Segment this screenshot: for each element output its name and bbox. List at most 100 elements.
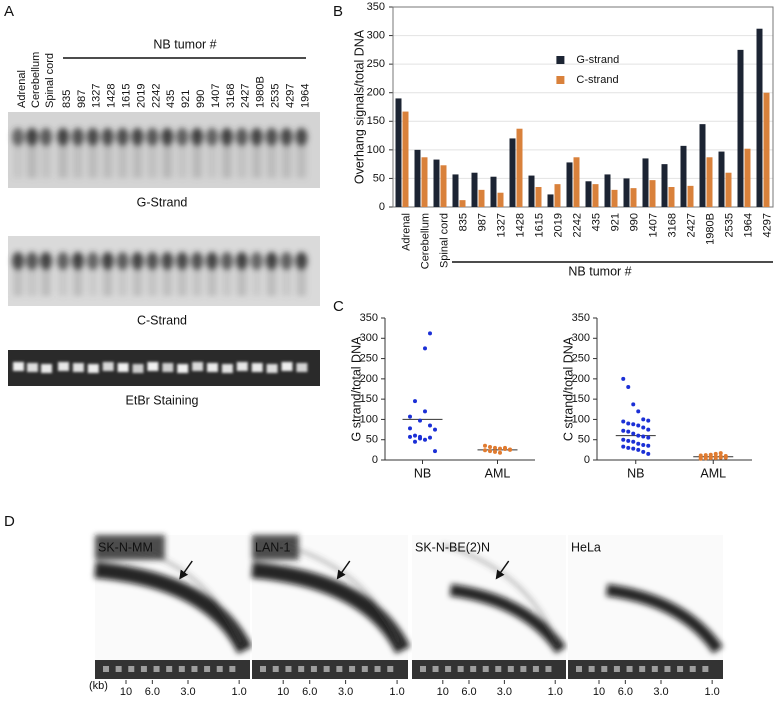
x-tick-label: AML bbox=[485, 466, 511, 480]
kb-label: 6.0 bbox=[618, 686, 633, 698]
point bbox=[493, 449, 497, 454]
bar bbox=[744, 148, 751, 207]
smear bbox=[132, 261, 143, 296]
marker-band bbox=[128, 666, 135, 672]
bar bbox=[680, 145, 687, 207]
point bbox=[718, 454, 723, 459]
marker-strip bbox=[95, 660, 250, 679]
marker-band bbox=[285, 666, 292, 672]
marker-band bbox=[166, 666, 173, 672]
y-tick-label: 50 bbox=[373, 172, 385, 184]
band bbox=[162, 363, 174, 372]
bar bbox=[452, 174, 459, 207]
smear bbox=[266, 137, 277, 178]
y-tick-label: 300 bbox=[360, 332, 378, 344]
bar bbox=[642, 158, 649, 207]
band bbox=[72, 363, 84, 372]
y-axis-label: Overhang signals/total DNA bbox=[352, 29, 366, 184]
marker-band bbox=[216, 666, 223, 672]
bar bbox=[763, 92, 770, 207]
point bbox=[423, 437, 427, 442]
marker-band bbox=[520, 666, 527, 672]
marker-band bbox=[613, 666, 620, 672]
band bbox=[102, 362, 114, 371]
smear bbox=[296, 137, 307, 178]
point bbox=[636, 433, 641, 438]
y-tick-label: 200 bbox=[572, 373, 590, 385]
smear bbox=[236, 137, 247, 178]
x-tick-label: 2535 bbox=[723, 213, 735, 237]
band bbox=[296, 363, 308, 372]
smear bbox=[192, 261, 203, 296]
bar bbox=[516, 128, 523, 207]
smear bbox=[221, 261, 232, 296]
y-tick-label: 200 bbox=[367, 87, 385, 99]
bar bbox=[623, 178, 630, 207]
point bbox=[631, 402, 636, 407]
point bbox=[698, 453, 703, 458]
point bbox=[713, 451, 718, 456]
band bbox=[147, 362, 159, 371]
marker-band bbox=[349, 666, 356, 672]
marker-band bbox=[639, 666, 646, 672]
bar bbox=[573, 157, 580, 207]
point bbox=[621, 444, 626, 449]
bar bbox=[649, 180, 656, 207]
smear bbox=[251, 261, 262, 296]
marker-band bbox=[229, 666, 236, 672]
point bbox=[641, 449, 646, 454]
band bbox=[41, 364, 52, 373]
band bbox=[236, 362, 248, 371]
bar bbox=[604, 174, 611, 207]
point bbox=[636, 441, 641, 446]
marker-strip bbox=[568, 660, 723, 679]
gel-name: SK-N-BE(2)N bbox=[415, 540, 490, 554]
point bbox=[418, 434, 422, 439]
marker-band bbox=[482, 666, 489, 672]
kb-unit: (kb) bbox=[89, 680, 108, 692]
smear bbox=[236, 261, 247, 296]
kb-label: 3.0 bbox=[180, 686, 195, 698]
point bbox=[641, 434, 646, 439]
kb-label: 3.0 bbox=[338, 686, 353, 698]
point bbox=[408, 434, 412, 439]
lane-label: 1327 bbox=[91, 84, 103, 108]
point bbox=[488, 445, 492, 450]
band bbox=[27, 363, 38, 372]
marker-band bbox=[272, 666, 279, 672]
point bbox=[488, 449, 492, 454]
marker-strip bbox=[412, 660, 566, 679]
bar bbox=[509, 138, 516, 207]
lane-label: 990 bbox=[195, 90, 207, 108]
x-tick-label: 835 bbox=[457, 213, 469, 231]
kb-label: 3.0 bbox=[497, 686, 512, 698]
gel-arc bbox=[449, 584, 566, 654]
point bbox=[631, 422, 636, 427]
kb-label: 1.0 bbox=[705, 686, 720, 698]
bar bbox=[718, 151, 725, 207]
bar bbox=[535, 187, 542, 207]
point bbox=[646, 451, 651, 456]
bar bbox=[611, 189, 618, 207]
smear bbox=[72, 137, 83, 178]
smear bbox=[296, 261, 307, 296]
x-tick-label: 2242 bbox=[571, 213, 583, 237]
arrow bbox=[179, 560, 193, 580]
panel-label: D bbox=[4, 513, 15, 530]
x-tick-label: 1980B bbox=[704, 213, 716, 245]
lane-label: 835 bbox=[61, 90, 73, 108]
y-tick-label: 150 bbox=[360, 393, 378, 405]
marker-band bbox=[191, 666, 198, 672]
x-tick-label: 987 bbox=[476, 213, 488, 231]
bar bbox=[459, 200, 466, 207]
y-tick-label: 100 bbox=[360, 413, 378, 425]
point bbox=[621, 437, 626, 442]
lane-label: 921 bbox=[180, 90, 192, 108]
blot-label: G-Strand bbox=[137, 195, 188, 209]
y-tick-label: 250 bbox=[367, 58, 385, 70]
point bbox=[626, 384, 631, 389]
marker-band bbox=[323, 666, 330, 672]
band bbox=[58, 362, 69, 371]
point bbox=[626, 429, 631, 434]
